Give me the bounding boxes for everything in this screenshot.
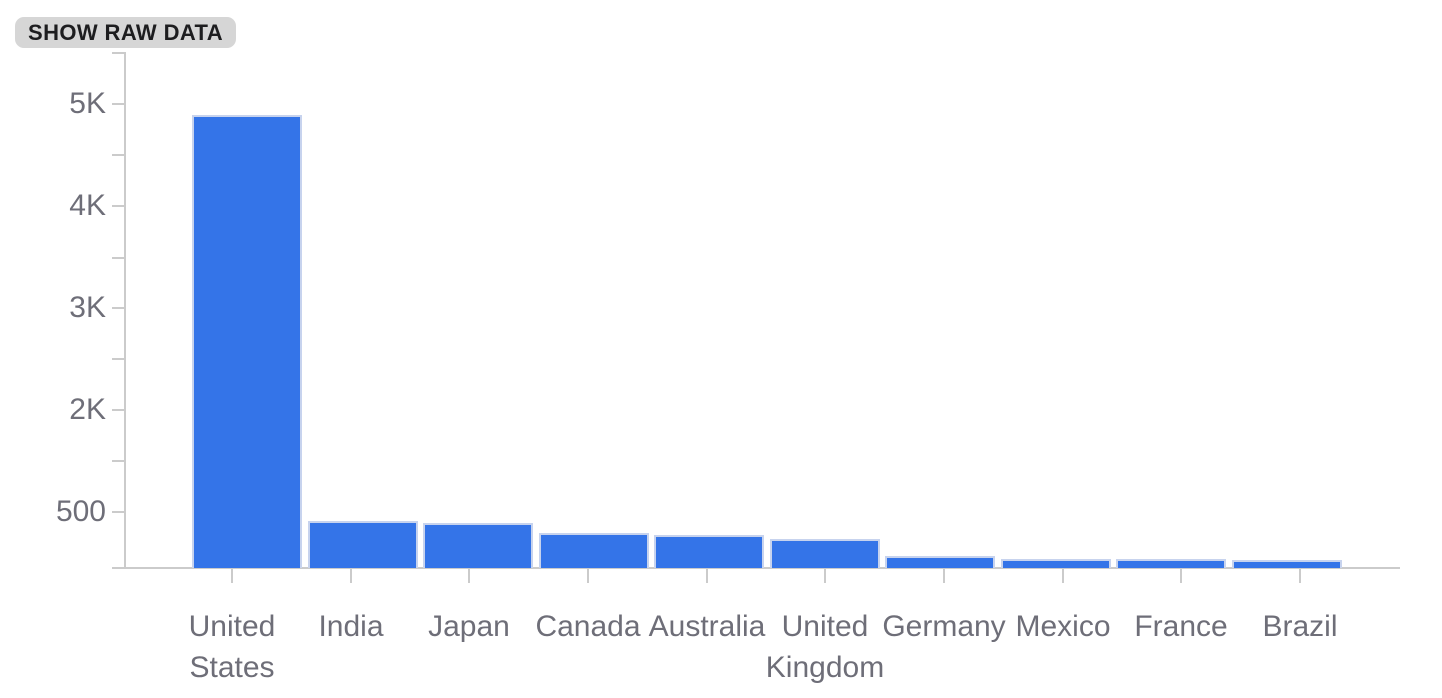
y-axis-tick	[112, 257, 126, 259]
y-axis-label: 5K	[69, 87, 106, 120]
x-axis-tick	[1062, 568, 1064, 583]
x-axis-label-india: India	[318, 610, 384, 643]
show-raw-data-button[interactable]: SHOW RAW DATA	[15, 17, 237, 48]
y-axis-line	[124, 53, 126, 568]
x-axis-tick	[231, 568, 233, 583]
x-axis-tick	[1299, 568, 1301, 583]
bar-australia[interactable]	[654, 535, 764, 568]
y-axis-label: 3K	[69, 291, 106, 324]
x-axis-label-mexico: Mexico	[1015, 610, 1111, 643]
x-axis-label-united-states: United States	[188, 610, 276, 684]
bar-mexico[interactable]	[1001, 559, 1111, 568]
y-axis-tick	[112, 409, 126, 411]
x-axis-label-united-kingdom: United Kingdom	[765, 610, 885, 684]
y-axis-end-cap	[112, 52, 126, 54]
x-axis-label-france: France	[1134, 610, 1228, 643]
bar-brazil[interactable]	[1232, 560, 1342, 568]
y-axis-label: 4K	[69, 189, 106, 222]
bar-united-kingdom[interactable]	[770, 539, 880, 568]
x-axis-line	[112, 567, 1400, 569]
y-axis-tick	[112, 103, 126, 105]
x-axis-tick	[1180, 568, 1182, 583]
x-axis-tick	[350, 568, 352, 583]
x-axis-tick	[468, 568, 470, 583]
x-axis-label-japan: Japan	[428, 610, 510, 643]
y-axis-tick	[112, 358, 126, 360]
bar-japan[interactable]	[423, 523, 533, 568]
y-axis-label: 500	[55, 495, 106, 528]
x-axis-tick	[824, 568, 826, 583]
bar-india[interactable]	[308, 521, 418, 568]
x-axis-tick	[706, 568, 708, 583]
x-axis-label-germany: Germany	[882, 610, 1006, 643]
y-axis-tick	[112, 307, 126, 309]
bar-canada[interactable]	[539, 533, 649, 568]
x-axis-label-australia: Australia	[648, 610, 766, 643]
x-axis-label-brazil: Brazil	[1262, 610, 1338, 643]
bar-germany[interactable]	[885, 556, 995, 568]
y-axis-tick	[112, 511, 126, 513]
x-axis-label-canada: Canada	[535, 610, 641, 643]
x-axis-tick	[587, 568, 589, 583]
x-axis-tick	[943, 568, 945, 583]
bar-united-states[interactable]	[192, 115, 302, 568]
bar-france[interactable]	[1116, 559, 1226, 568]
y-axis-tick	[112, 460, 126, 462]
y-axis-label: 2K	[69, 393, 106, 426]
y-axis-tick	[112, 154, 126, 156]
y-axis-tick	[112, 205, 126, 207]
